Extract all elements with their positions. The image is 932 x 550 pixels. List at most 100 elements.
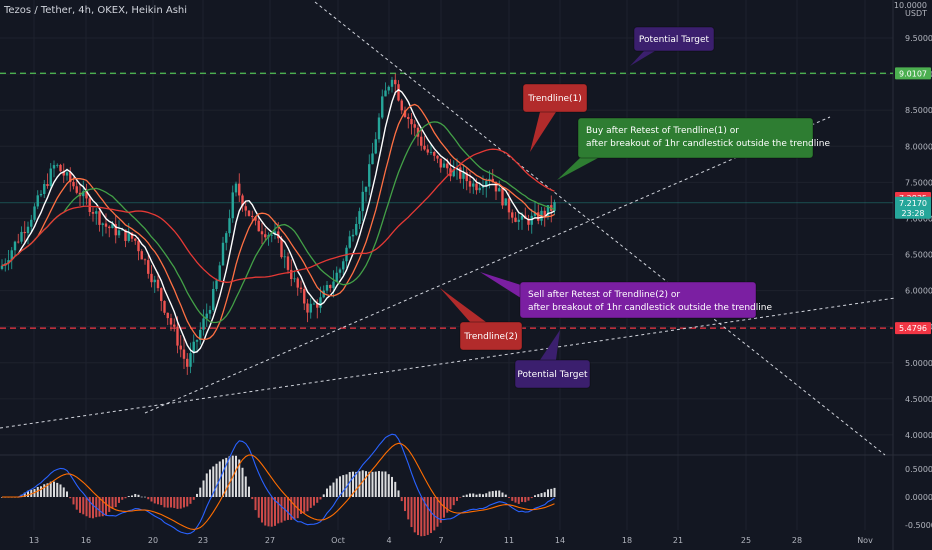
osc-histogram-bar <box>118 497 120 503</box>
candle-body <box>543 210 546 217</box>
candle-body <box>72 181 75 187</box>
x-tick-label: 28 <box>792 536 802 545</box>
osc-histogram-bar <box>426 497 429 535</box>
price-label <box>895 322 931 335</box>
callout-text-2: after breakout of 1hr candlestick outsid… <box>586 139 830 149</box>
osc-histogram-bar <box>153 497 156 504</box>
candle-body <box>511 212 514 218</box>
osc-histogram-bar <box>251 497 254 500</box>
osc-histogram-bar <box>319 497 322 500</box>
osc-histogram-bar <box>413 497 416 533</box>
osc-histogram-bar <box>309 497 312 508</box>
x-tick-label: Oct <box>331 536 345 545</box>
candle-body <box>0 265 4 269</box>
y-tick-label: 4.0000 <box>905 431 932 440</box>
candle-body <box>504 198 507 206</box>
candle-body <box>465 172 468 182</box>
osc-histogram-bar <box>482 494 484 497</box>
candle-body <box>130 232 134 239</box>
x-tick-label: 21 <box>673 536 683 545</box>
price-axis[interactable]: 4.00004.50005.00005.50006.00006.50007.00… <box>895 34 932 440</box>
candle-body <box>52 165 56 169</box>
candle-body <box>202 318 205 330</box>
candle-body <box>221 242 225 266</box>
osc-histogram-bar <box>69 497 72 499</box>
osc-histogram-bar <box>163 497 166 508</box>
osc-histogram-bar <box>157 497 159 505</box>
osc-histogram-bar <box>150 497 153 502</box>
osc-histogram-bar <box>378 471 380 497</box>
candle-body <box>153 279 156 283</box>
time-axis[interactable]: 13 16 20 23 27 Oct 4 7 11 14 18 21 25 28 Nov <box>29 536 873 545</box>
osc-histogram-bar <box>456 497 458 501</box>
annotation-callout[interactable]: Trendline(2) <box>440 288 523 351</box>
x-tick-label: 20 <box>148 536 158 545</box>
osc-histogram-bar <box>374 471 377 497</box>
osc-histogram-bar <box>127 496 130 497</box>
candle-body <box>507 198 511 213</box>
candle-body <box>303 289 306 304</box>
callout-text: Trendline(1) <box>527 94 582 104</box>
osc-histogram-bar <box>300 497 302 515</box>
candle-body <box>553 202 556 211</box>
osc-histogram-bar <box>189 497 192 504</box>
candle-body <box>228 218 231 234</box>
candle-body <box>205 313 208 319</box>
osc-histogram-bar <box>56 482 59 497</box>
osc-histogram-bar <box>394 481 397 497</box>
osc-tick-label: -0.5000 <box>905 521 932 530</box>
candle-body <box>33 206 36 220</box>
candle-body <box>254 217 257 221</box>
osc-histogram-bar <box>72 497 75 505</box>
candle-body <box>397 84 400 101</box>
candle-body <box>150 273 153 283</box>
osc-histogram-bar <box>361 470 364 497</box>
annotation-callout[interactable]: Trendline(1) <box>522 83 588 152</box>
candle-body <box>26 226 30 234</box>
candle-body <box>247 210 251 216</box>
osc-histogram-bar <box>222 459 224 497</box>
candle-body <box>257 220 260 232</box>
osc-histogram-bar <box>534 495 536 497</box>
candle-body <box>17 241 20 243</box>
osc-histogram-bar <box>358 471 361 497</box>
callout-pointer <box>557 158 598 180</box>
osc-histogram-bar <box>391 476 393 497</box>
annotation-callout[interactable]: Sell after Retest of Trendline(2) or afte… <box>480 272 772 319</box>
osc-histogram-bar <box>410 497 413 528</box>
candle-body <box>225 233 228 243</box>
osc-histogram-bar <box>365 471 367 497</box>
osc-histogram-bar <box>508 497 510 498</box>
osc-histogram-bar <box>329 485 332 497</box>
candle-body <box>426 149 429 153</box>
candle-body <box>195 340 199 342</box>
candle-body <box>156 279 160 289</box>
candle-body <box>7 260 10 264</box>
candle-body <box>520 215 524 220</box>
x-tick-label: 14 <box>555 536 565 545</box>
callout-text: Buy after Retest of Trendline(1) or <box>586 126 739 136</box>
osc-histogram-bar <box>296 497 299 519</box>
candle-body <box>514 217 517 222</box>
candle-body <box>208 309 212 314</box>
annotations: Potential Target Trendline(1) Buy after Re… <box>440 26 830 389</box>
osc-histogram-bar <box>111 497 114 509</box>
osc-histogram-bar <box>277 497 280 524</box>
osc-tick-label: 0.5000 <box>905 465 932 474</box>
osc-histogram-bar <box>274 497 276 526</box>
candle-body <box>478 187 481 191</box>
annotation-callout[interactable]: Potential Target <box>514 330 591 389</box>
annotation-callout[interactable]: Buy after Retest of Trendline(1) or after… <box>557 117 830 180</box>
candle-body <box>137 240 140 252</box>
candle-body <box>325 285 329 291</box>
annotation-callout[interactable]: Potential Target <box>630 26 715 66</box>
candle-body <box>238 183 241 196</box>
osc-histogram-bar <box>335 478 338 497</box>
candle-body <box>485 181 488 187</box>
candle-body <box>234 183 238 193</box>
osc-histogram-bar <box>59 484 62 497</box>
callout-pointer <box>480 272 524 300</box>
osc-histogram-bar <box>430 497 432 534</box>
candle-body <box>75 186 78 193</box>
